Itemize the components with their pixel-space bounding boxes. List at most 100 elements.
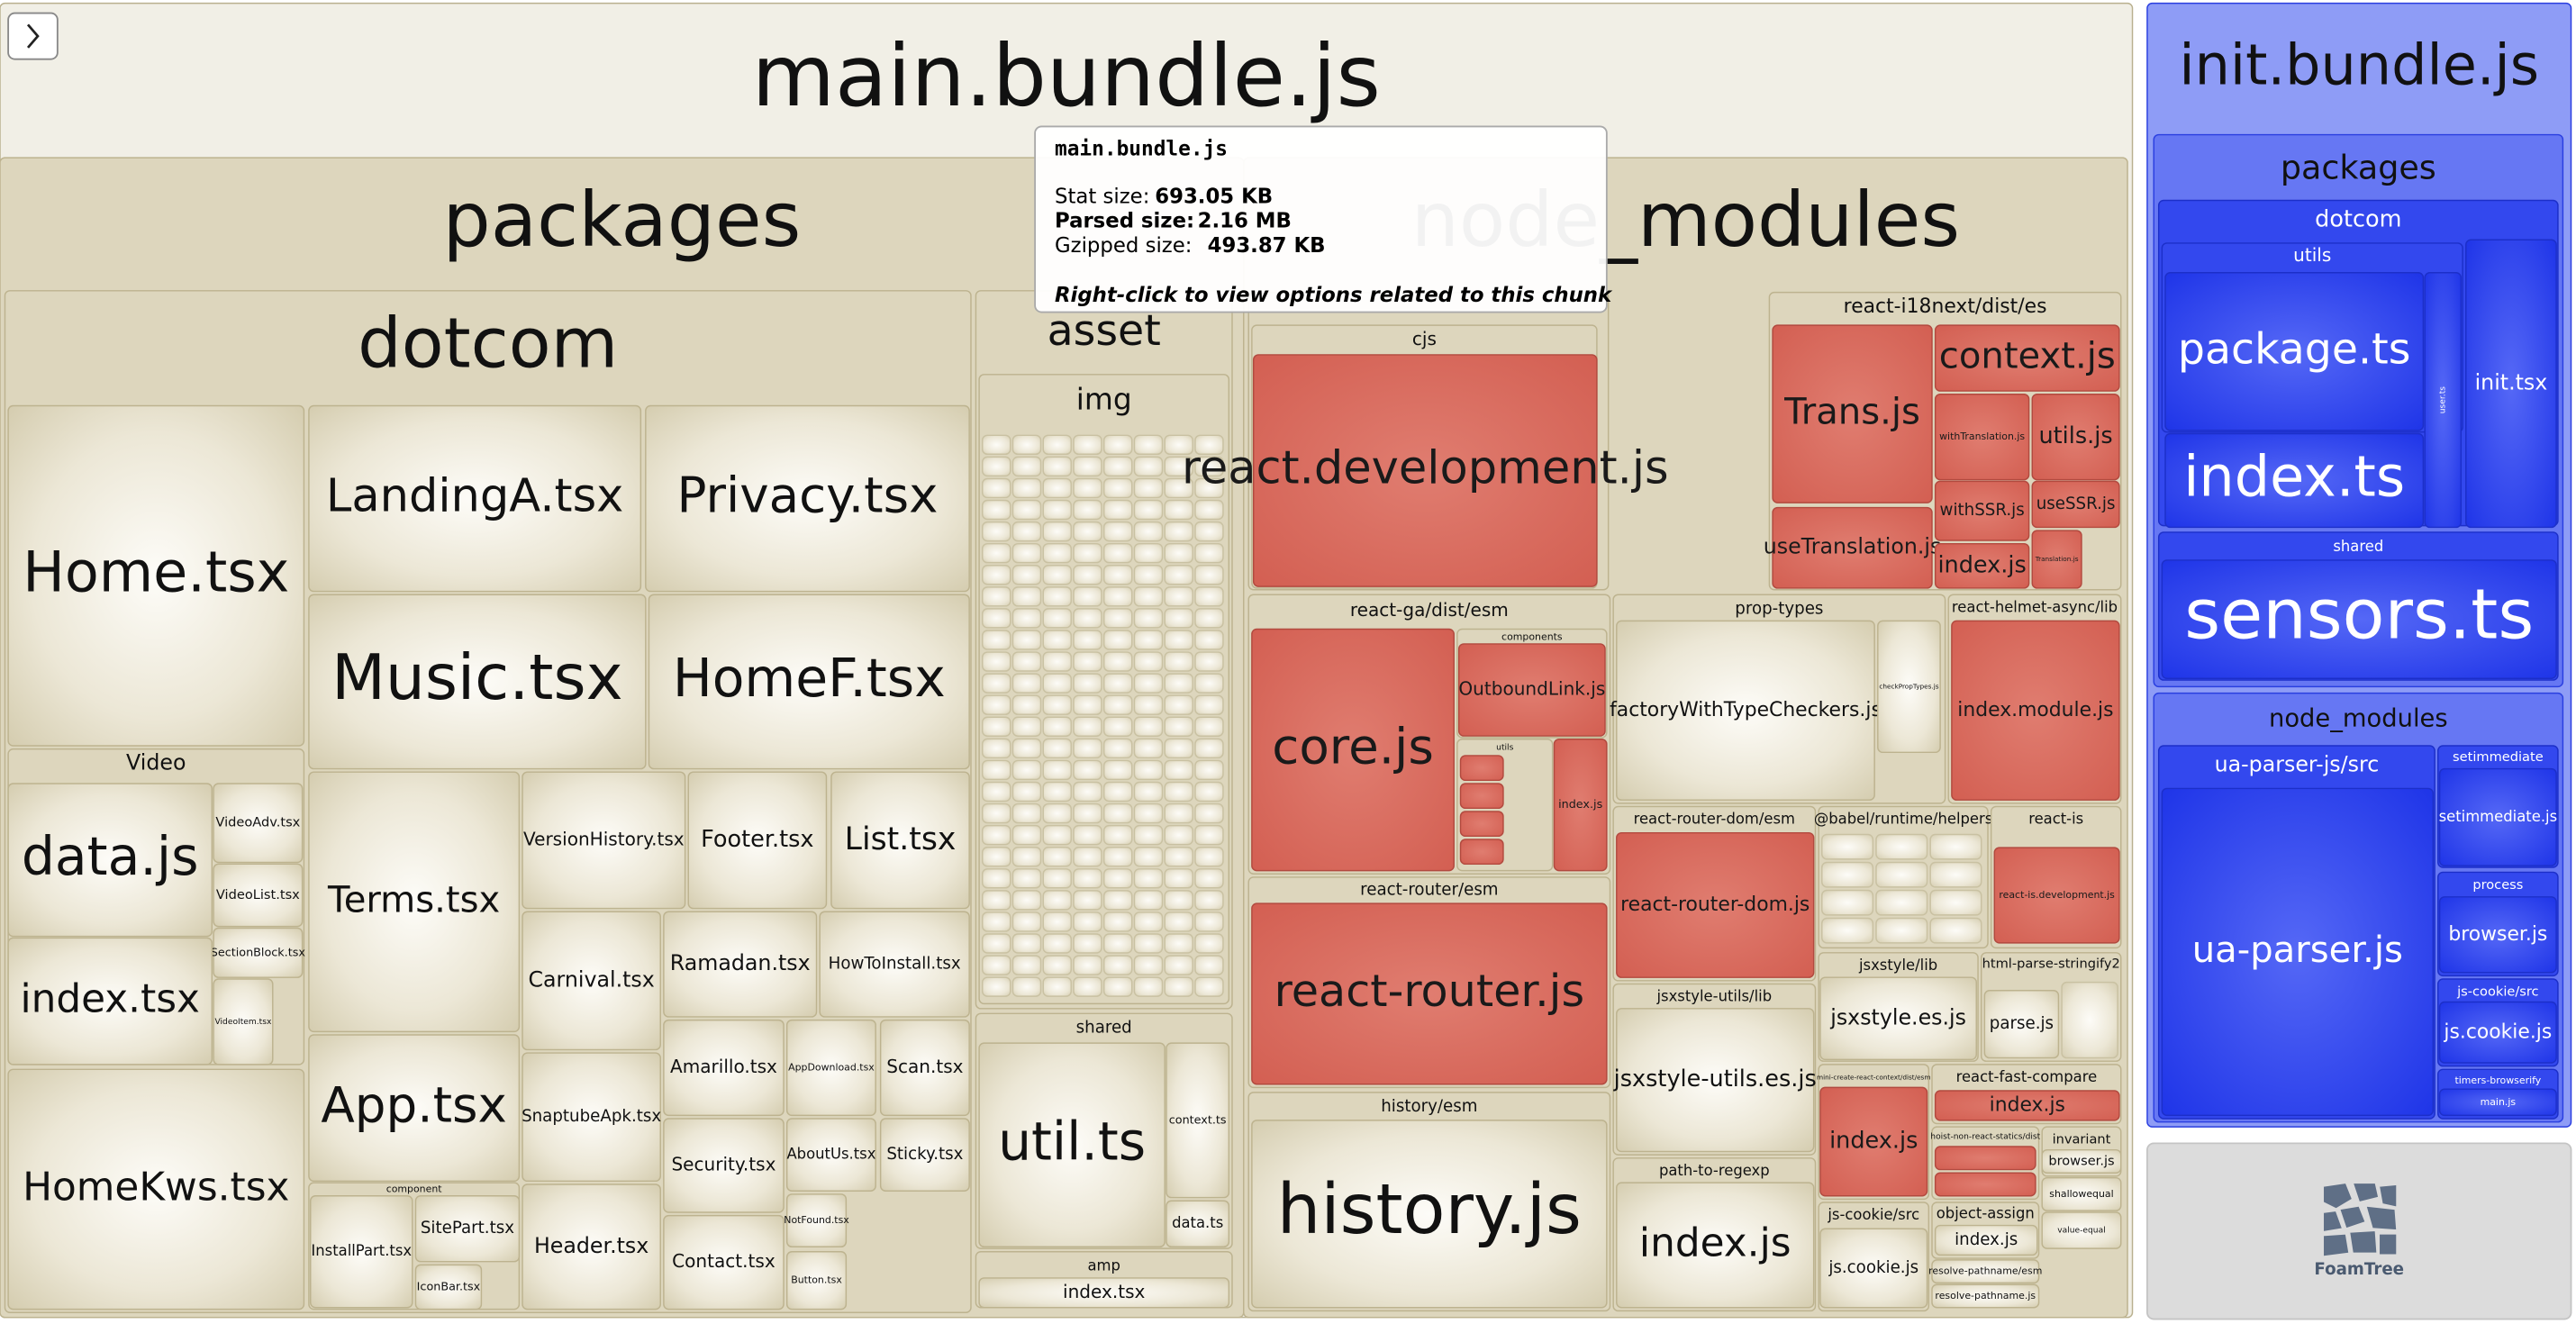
module-cell [2041,1211,2122,1249]
asset-tile [1164,651,1193,672]
asset-tile [1011,456,1042,477]
asset-tile [1164,694,1193,715]
module-label: Button.tsx [791,1274,842,1286]
toggle-button[interactable] [7,12,59,60]
group-label: js-cookie/src [1827,1206,1919,1223]
asset-tile [1164,976,1193,997]
asset-tile [1011,673,1042,694]
asset-tile [1133,694,1164,715]
asset-tile [1164,933,1193,954]
asset-tile [1102,521,1133,542]
asset-tile [1011,565,1042,585]
module-label: js.cookie.js [1828,1258,1918,1277]
asset-tile [1194,911,1224,932]
module-cell [2424,272,2463,529]
asset-tile [1194,803,1224,824]
group-label: react-i18next/dist/es [1844,295,2047,318]
module-tile [1821,861,1874,888]
asset-tile [1194,456,1224,477]
asset-tile [982,630,1011,650]
asset-tile [1073,651,1102,672]
asset-tile [1164,477,1193,499]
module-cell [1616,831,1815,978]
asset-tile [1164,759,1193,781]
module-cell [7,937,213,1066]
parsed-value: 2.16 MB [1198,210,1292,233]
module-label: index.js [1990,1093,2065,1116]
asset-tile [1011,868,1042,889]
asset-tile [1073,499,1102,521]
asset-tile [982,911,1011,932]
asset-tile [1102,824,1133,846]
module-label: Amarillo.tsx [670,1056,777,1077]
toggle-icon [26,23,40,49]
module-cell [2031,393,2120,481]
module-cell [1951,620,2120,801]
asset-tile [982,673,1011,694]
module-cell [978,1277,1230,1309]
asset-tile [1164,608,1193,629]
module-cell [645,404,970,593]
module-label: browser.js [2448,923,2547,946]
asset-tile [1133,955,1164,975]
asset-tile [1133,824,1164,846]
asset-tile [1073,868,1102,889]
toggle-box[interactable] [7,12,59,60]
module-cell [213,978,274,1066]
asset-tile [1133,759,1164,781]
asset-tile [1133,586,1164,607]
module-label: ua-parser.js [2192,930,2403,971]
module-cell [2438,767,2557,866]
module-cell [785,1251,848,1310]
asset-tile [1102,716,1133,737]
asset-tile [1073,673,1102,694]
module-tile [1821,917,1874,944]
asset-tile [1133,542,1164,564]
group-label: timers-browserify [2454,1075,2541,1086]
asset-tile [1102,846,1133,867]
module-label: factoryWithTypeCheckers.js [1610,699,1882,721]
asset-tile [1194,608,1224,629]
module-cell [2161,559,2557,679]
module-cell [663,1019,785,1117]
module-label: Privacy.tsx [676,467,938,524]
module-cell [1934,542,2030,589]
module-label: history.js [1277,1170,1582,1250]
module-label: browser.js [2048,1153,2114,1168]
module-label: HowToInstall.tsx [829,955,961,974]
module-cell [2465,239,2557,529]
group-label: @babel/runtime/helpers [1814,811,1992,828]
module-cell [978,1042,1166,1248]
module-tile [2061,981,2118,1059]
module-label: util.ts [998,1111,1146,1172]
module-cell [2438,896,2557,974]
module-tile [1929,917,1982,944]
module-label: withTranslation.js [1939,431,2025,442]
module-label: utils.js [2039,422,2113,449]
asset-tile [1194,759,1224,781]
module-tile [1875,889,1928,916]
module-label: Header.tsx [534,1233,649,1258]
asset-tile [982,608,1011,629]
module-label: HomeF.tsx [673,648,946,709]
asset-tile [982,651,1011,672]
asset-tile [1194,955,1224,975]
module-cell [2438,1088,2557,1117]
asset-tile [1102,499,1133,521]
module-label: user.ts [2439,386,2448,413]
group-label: jsxstyle/lib [1858,957,1937,974]
asset-tile [1164,955,1193,975]
module-cell [213,927,304,978]
module-cell [1616,1008,1815,1153]
logo-text: FoamTree [2314,1260,2404,1279]
module-cell [2164,432,2425,529]
asset-tile [1194,477,1224,499]
group-label: dotcom [2315,205,2401,232]
asset-tile [1042,542,1072,564]
asset-tile [1194,542,1224,564]
asset-tile [1102,608,1133,629]
tooltip-title: main.bundle.js [1055,137,1228,160]
asset-tile [982,694,1011,715]
tooltip-box [1034,125,1608,313]
